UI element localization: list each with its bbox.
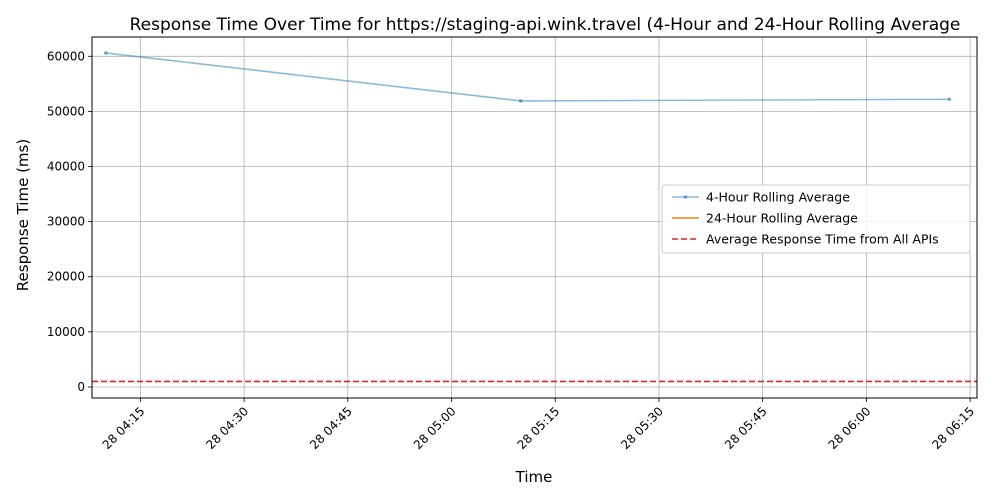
y-tick-label: 50000 [47,104,85,118]
y-tick-label: 30000 [47,215,85,229]
y-tick-label: 0 [77,380,85,394]
y-axis-title: Response Time (ms) [14,139,32,291]
x-tick-label: 28 05:15 [515,404,563,452]
y-tick-label: 60000 [47,49,85,63]
series-lines [104,51,952,103]
legend-label: 24-Hour Rolling Average [706,211,858,226]
x-tick-label: 28 05:45 [722,404,770,452]
x-tick-label: 28 05:00 [411,404,459,452]
x-tick-label: 28 06:15 [929,404,977,452]
plot-area-frame [91,36,978,399]
legend-label: 4-Hour Rolling Average [706,190,850,205]
legend-box [661,184,971,254]
legend: 4-Hour Rolling Average 24-Hour Rolling Av… [661,184,971,254]
y-tick-label: 40000 [47,160,85,174]
chart-title: Response Time Over Time for https://stag… [130,15,961,35]
legend-label: Average Response Time from All APIs [706,232,939,247]
x-tick-label: 28 04:15 [100,404,148,452]
y-tick-label: 20000 [47,270,85,284]
data-point [947,97,952,102]
series-line-0 [105,52,950,102]
x-axis-title: Time [515,468,553,486]
x-tick-label: 28 05:30 [618,404,666,452]
legend-marker [683,195,688,199]
x-tick-label: 28 04:45 [307,404,355,452]
x-tick-label: 28 04:30 [203,404,251,452]
y-tick-label: 10000 [47,325,85,339]
x-tick-label: 28 06:00 [826,404,874,452]
data-point [104,51,108,55]
data-point [518,99,523,103]
